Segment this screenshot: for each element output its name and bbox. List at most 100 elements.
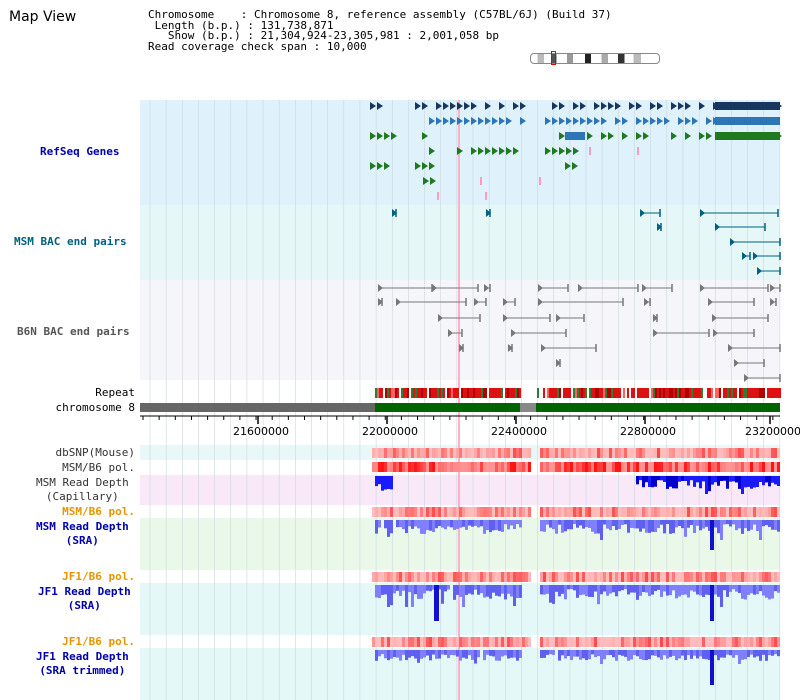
gene-arrow: [450, 102, 456, 110]
depth-bar: [747, 585, 750, 595]
heat-cell: [435, 507, 438, 517]
repeat-mark: [457, 388, 459, 398]
depth-bar: [705, 650, 708, 660]
heat-cell: [777, 507, 780, 517]
depth-bar: [396, 520, 399, 528]
gene-arrow: [573, 117, 579, 125]
track-label-jf1-pol-2[interactable]: JF1/B6 pol.: [62, 635, 135, 648]
chromosome-ideogram[interactable]: [530, 53, 660, 64]
heat-cell: [429, 637, 432, 647]
gene-arrow: [559, 102, 565, 110]
repeat-mark: [733, 388, 735, 398]
depth-bar: [450, 520, 453, 528]
heat-cell: [393, 507, 396, 517]
heat-cell: [654, 448, 657, 458]
repeat-mark: [663, 388, 665, 398]
heat-cell: [474, 572, 477, 582]
track-label-jf1-depth-sra[interactable]: JF1 Read Depth (SRA): [38, 585, 131, 612]
track-label-msm-depth-sra[interactable]: MSM Read Depth (SRA): [36, 520, 129, 547]
heat-cell: [543, 448, 546, 458]
heat-cell: [390, 572, 393, 582]
heat-cell: [606, 448, 609, 458]
depth-bar: [591, 520, 594, 532]
heat-cell: [723, 507, 726, 517]
heat-cell: [561, 637, 564, 647]
length-value: 131,738,871: [260, 18, 334, 32]
bac-end: [770, 298, 775, 306]
heat-cell: [630, 448, 633, 458]
depth-bar: [600, 585, 603, 595]
track-label-jf1-depth-trimmed[interactable]: JF1 Read Depth (SRA trimmed): [36, 650, 129, 677]
track-label-repeat[interactable]: Repeat: [95, 386, 135, 399]
heat-cell: [435, 448, 438, 458]
track-label-msm-bac[interactable]: MSM BAC end pairs: [14, 235, 127, 248]
depth-bar: [399, 520, 402, 528]
repeat-mark: [541, 388, 543, 398]
heat-cell: [678, 572, 681, 582]
repeat-mark: [697, 388, 699, 398]
gene-arrow: [450, 117, 456, 125]
heat-cell: [519, 637, 522, 647]
heat-cell: [672, 572, 675, 582]
depth-bar: [471, 520, 474, 527]
heat-cell: [411, 448, 414, 458]
track-label-b6n-bac[interactable]: B6N BAC end pairs: [17, 325, 130, 338]
depth-bar: [624, 585, 627, 590]
depth-bar: [414, 520, 417, 527]
heat-cell: [498, 572, 501, 582]
heat-cell: [372, 448, 375, 458]
depth-bar: [567, 520, 570, 530]
depth-bar: [684, 520, 687, 537]
depth-bar: [546, 650, 549, 655]
heat-cell: [696, 448, 699, 458]
gene-arrow: [478, 147, 484, 155]
track-label-refseq[interactable]: RefSeq Genes: [40, 145, 120, 158]
depth-bar: [645, 520, 648, 533]
heat-cell: [777, 448, 780, 458]
depth-bar: [732, 520, 735, 525]
depth-bar: [729, 520, 732, 527]
heat-cell: [573, 448, 576, 458]
heat-cell: [477, 507, 480, 517]
heat-cell: [609, 448, 612, 458]
heat-cell: [633, 637, 636, 647]
heat-cell: [615, 637, 618, 647]
ideogram-marker: [551, 51, 556, 65]
depth-bar: [741, 520, 744, 534]
bac-end: [508, 344, 513, 352]
heat-cell: [390, 448, 393, 458]
heat-cell: [723, 462, 726, 472]
heat-cell: [666, 572, 669, 582]
repeat-mark: [713, 388, 715, 398]
heat-cell: [759, 507, 762, 517]
heat-cell: [462, 507, 465, 517]
depth-bar: [624, 520, 627, 525]
track-label-dbsnp[interactable]: dbSNP(Mouse): [55, 446, 135, 459]
heat-cell: [609, 462, 612, 472]
heat-cell: [561, 507, 564, 517]
heat-cell: [585, 572, 588, 582]
depth-bar: [426, 650, 429, 656]
heat-cell: [744, 572, 747, 582]
heat-cell: [450, 637, 453, 647]
depth-bar: [663, 520, 666, 534]
depth-bar: [579, 520, 582, 526]
track-label-msm-depth-capillary[interactable]: MSM Read Depth (Capillary): [36, 476, 129, 503]
depth-bar: [474, 520, 477, 526]
heat-cell: [753, 462, 756, 472]
heat-cell: [714, 507, 717, 517]
heat-cell: [414, 507, 417, 517]
heat-cell: [693, 448, 696, 458]
track-label-msm-pol[interactable]: MSM/B6 pol.: [62, 461, 135, 474]
repeat-mark: [399, 388, 401, 398]
depth-bar: [732, 585, 735, 590]
heat-cell: [402, 462, 405, 472]
heat-cell: [399, 507, 402, 517]
heat-cell: [711, 637, 714, 647]
heat-cell: [753, 637, 756, 647]
track-label-chromosome[interactable]: chromosome 8: [55, 401, 135, 414]
gene-arrow: [594, 102, 600, 110]
track-label-msm-pol-2[interactable]: MSM/B6 pol.: [62, 505, 135, 518]
track-label-jf1-pol[interactable]: JF1/B6 pol.: [62, 570, 135, 583]
heat-cell: [441, 462, 444, 472]
